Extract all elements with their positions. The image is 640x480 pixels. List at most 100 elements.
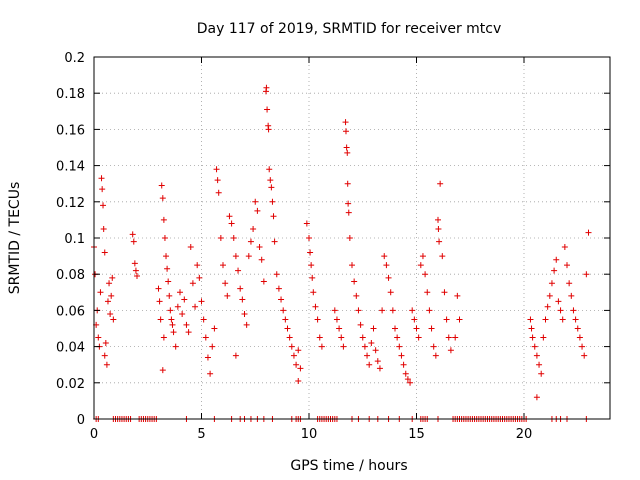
data-point [417, 262, 424, 269]
data-point [217, 235, 224, 241]
data-point [295, 377, 302, 384]
data-point [318, 343, 325, 350]
data-point [129, 231, 136, 238]
data-point [226, 213, 233, 220]
data-point [551, 267, 558, 274]
data-point [452, 334, 459, 341]
x-tick-label: 15 [408, 427, 425, 442]
data-point [372, 347, 379, 354]
data-point [435, 216, 441, 223]
data-point [344, 180, 351, 187]
data-point [546, 292, 553, 299]
data-point [160, 216, 167, 223]
data-point [243, 321, 250, 328]
data-point [100, 202, 107, 209]
data-point [333, 316, 340, 323]
data-point [275, 285, 282, 292]
data-point [282, 316, 289, 323]
data-point [286, 334, 293, 341]
data-point [198, 298, 205, 305]
data-point [130, 238, 137, 245]
data-point [368, 339, 375, 346]
data-point [297, 365, 304, 372]
data-point [179, 311, 186, 318]
data-point [215, 189, 222, 196]
data-point [381, 253, 388, 260]
data-point [258, 256, 265, 263]
data-point [544, 303, 551, 310]
data-point [389, 307, 396, 314]
data-point [101, 352, 108, 359]
data-point [247, 238, 254, 245]
data-point [260, 278, 267, 285]
data-point [424, 289, 431, 296]
data-point [437, 180, 444, 187]
data-point [310, 289, 317, 296]
data-point [97, 289, 104, 296]
data-point [533, 352, 540, 359]
data-point [579, 343, 586, 350]
data-point [204, 354, 211, 361]
data-point [548, 280, 555, 287]
data-point [531, 343, 538, 350]
data-point [270, 213, 277, 220]
data-point [293, 361, 300, 368]
data-point [338, 334, 345, 341]
data-point [106, 280, 113, 287]
data-point [376, 365, 383, 372]
data-point [155, 285, 162, 292]
data-point [177, 289, 183, 296]
y-tick-label: 0.04 [56, 341, 85, 356]
data-point [288, 343, 295, 350]
data-point [538, 370, 545, 377]
data-point [528, 325, 535, 332]
data-point [555, 298, 562, 305]
data-point [445, 334, 452, 341]
data-point [174, 303, 181, 310]
data-point [394, 334, 401, 341]
y-tick-label: 0 [77, 413, 85, 428]
data-point [383, 262, 390, 269]
y-tick-label: 0.1 [64, 232, 85, 247]
data-point [161, 235, 168, 241]
data-point [256, 244, 263, 251]
data-point [187, 244, 194, 251]
data-point [346, 235, 353, 241]
data-point [540, 334, 547, 341]
data-point [411, 316, 418, 323]
y-axis-label: SRMTID / TECUs [7, 182, 23, 295]
data-point [419, 253, 426, 260]
data-point [572, 316, 579, 323]
data-point [553, 256, 560, 263]
data-point [102, 339, 109, 346]
data-point [230, 235, 237, 241]
x-tick-label: 10 [301, 427, 318, 442]
data-point [264, 106, 271, 113]
data-point [209, 343, 216, 350]
data-point [331, 307, 338, 314]
data-point [103, 361, 110, 368]
y-tick-label: 0.14 [56, 160, 85, 175]
data-point [441, 289, 448, 296]
data-point [359, 334, 366, 341]
data-point [581, 352, 588, 359]
data-point [265, 126, 272, 133]
data-point [211, 325, 218, 332]
data-point [456, 316, 463, 323]
data-point [284, 325, 291, 332]
data-point [172, 343, 179, 350]
y-tick-label: 0.16 [56, 123, 85, 138]
data-point [564, 262, 570, 269]
data-point [357, 321, 364, 328]
data-point [344, 149, 351, 156]
data-point [100, 225, 107, 232]
data-point [101, 249, 108, 256]
data-point [263, 84, 270, 91]
data-point [447, 347, 454, 354]
data-point [185, 329, 192, 336]
data-point [396, 343, 403, 350]
data-point [422, 271, 429, 278]
x-tick-label: 5 [197, 427, 205, 442]
